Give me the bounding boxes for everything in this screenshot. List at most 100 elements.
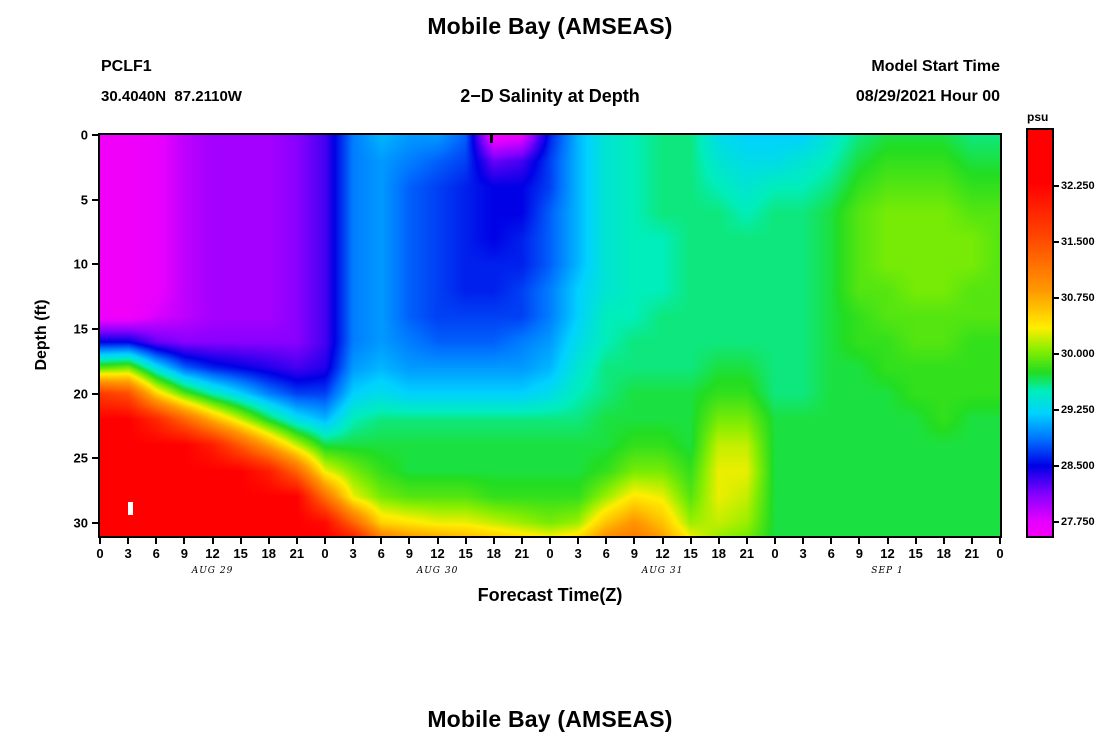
x-tick-label: 15	[233, 546, 248, 561]
x-tick	[717, 538, 720, 544]
x-tick-label: 0	[996, 546, 1004, 561]
x-tick-label: 18	[711, 546, 726, 561]
x-tick	[295, 538, 298, 544]
y-tick-label: 25	[73, 450, 88, 466]
x-tick	[436, 538, 439, 544]
colorbar-tick-label: 29.250	[1061, 404, 1095, 416]
x-tick	[633, 538, 636, 544]
x-tick	[577, 538, 580, 544]
x-day-label: AUG 29	[191, 566, 234, 576]
x-tick-label: 21	[514, 546, 530, 561]
colorbar-tick-label: 30.000	[1061, 348, 1095, 360]
colorbar-tick	[1054, 521, 1059, 523]
x-tick	[127, 538, 130, 544]
x-tick	[830, 538, 833, 544]
y-tick	[92, 198, 98, 201]
colorbar-tick-label: 30.750	[1061, 292, 1095, 304]
y-tick-label: 15	[73, 321, 88, 337]
colorbar-tick	[1054, 353, 1059, 355]
x-tick-label: 3	[574, 546, 582, 561]
x-tick	[267, 538, 270, 544]
y-tick	[92, 328, 98, 331]
x-tick	[689, 538, 692, 544]
x-tick	[99, 538, 101, 544]
colorbar-tick	[1054, 297, 1059, 299]
x-tick-label: 18	[936, 546, 951, 561]
x-tick	[324, 538, 326, 544]
colorbar-tick	[1054, 409, 1059, 411]
y-tick-label: 10	[73, 256, 88, 272]
x-tick	[155, 538, 158, 544]
x-tick	[999, 538, 1001, 544]
colorbar-tick	[1054, 465, 1059, 467]
x-axis-title: Forecast Time(Z)	[477, 585, 623, 605]
colorbar-frame	[1026, 128, 1054, 538]
model-start-label: Model Start Time	[871, 58, 1000, 75]
x-tick-label: 21	[739, 546, 755, 561]
y-tick-label: 0	[80, 127, 88, 143]
x-tick	[605, 538, 608, 544]
x-tick-label: 3	[124, 546, 132, 561]
x-tick	[549, 538, 551, 544]
station-coordinates: 30.4040N 87.2110W	[101, 88, 242, 105]
x-tick-label: 12	[655, 546, 670, 561]
x-tick	[661, 538, 664, 544]
x-tick-label: 9	[180, 546, 188, 561]
x-tick	[352, 538, 355, 544]
x-tick	[774, 538, 776, 544]
colorbar-tick-label: 27.750	[1061, 516, 1095, 528]
x-tick	[211, 538, 214, 544]
x-tick-label: 0	[771, 546, 779, 561]
x-tick-label: 9	[855, 546, 863, 561]
x-tick-label: 12	[880, 546, 895, 561]
x-tick	[914, 538, 917, 544]
page-title: Mobile Bay (AMSEAS)	[427, 13, 673, 39]
y-tick	[92, 392, 98, 395]
x-tick-label: 0	[96, 546, 104, 561]
x-tick-label: 6	[827, 546, 835, 561]
x-tick-label: 21	[964, 546, 980, 561]
y-tick	[92, 134, 98, 136]
y-tick-label: 20	[73, 386, 88, 402]
colorbar-tick	[1054, 185, 1059, 187]
x-tick	[745, 538, 748, 544]
x-tick-label: 9	[630, 546, 638, 561]
x-tick-label: 12	[430, 546, 445, 561]
x-tick-label: 6	[152, 546, 160, 561]
salinity-heatmap-canvas	[100, 135, 1000, 536]
plot-subtitle: 2−D Salinity at Depth	[460, 86, 640, 106]
x-tick-label: 3	[349, 546, 357, 561]
x-tick-label: 6	[602, 546, 610, 561]
x-tick-label: 21	[289, 546, 305, 561]
obs-marker	[127, 502, 133, 516]
y-tick	[92, 263, 98, 266]
x-tick	[380, 538, 383, 544]
x-tick	[464, 538, 467, 544]
station-id: PCLF1	[101, 58, 152, 75]
y-tick	[92, 457, 98, 460]
x-tick-label: 15	[683, 546, 698, 561]
y-tick-label: 5	[80, 192, 88, 208]
x-tick	[802, 538, 805, 544]
x-tick	[970, 538, 973, 544]
x-tick	[183, 538, 186, 544]
x-day-label: AUG 30	[416, 566, 459, 576]
x-tick	[239, 538, 242, 544]
colorbar-tick	[1054, 241, 1059, 243]
model-start-value: 08/29/2021 Hour 00	[855, 88, 1000, 105]
x-tick-label: 18	[261, 546, 276, 561]
colorbar-tick-label: 28.500	[1061, 460, 1095, 472]
x-tick-label: 12	[205, 546, 220, 561]
x-tick	[408, 538, 411, 544]
x-tick-label: 3	[799, 546, 807, 561]
colorbar-tick-label: 32.250	[1061, 180, 1095, 192]
x-day-label: SEP 1	[871, 566, 904, 576]
plot-frame	[98, 133, 1002, 538]
colorbar-tick-label: 31.500	[1061, 236, 1095, 248]
x-tick	[942, 538, 945, 544]
x-tick-label: 6	[377, 546, 385, 561]
y-tick-label: 30	[73, 515, 88, 531]
x-tick-label: 15	[458, 546, 473, 561]
y-tick	[92, 522, 98, 525]
